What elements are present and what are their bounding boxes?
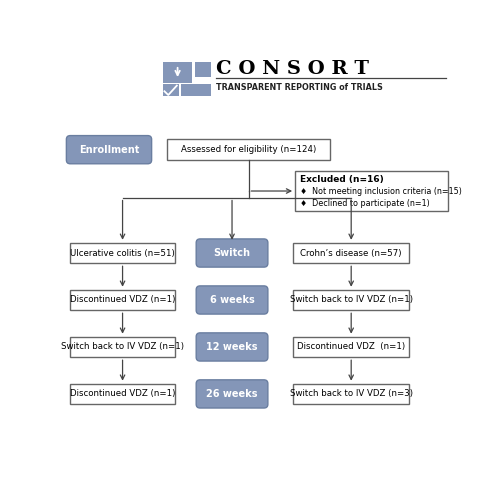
FancyBboxPatch shape — [70, 384, 175, 404]
Text: Discontinued VDZ  (n=1): Discontinued VDZ (n=1) — [297, 343, 405, 351]
Text: Discontinued VDZ (n=1): Discontinued VDZ (n=1) — [70, 389, 176, 398]
FancyBboxPatch shape — [293, 384, 410, 404]
Text: Switch back to IV VDZ (n=1): Switch back to IV VDZ (n=1) — [61, 343, 184, 351]
FancyBboxPatch shape — [196, 286, 268, 314]
Text: TRANSPARENT REPORTING of TRIALS: TRANSPARENT REPORTING of TRIALS — [216, 83, 382, 92]
FancyBboxPatch shape — [196, 380, 268, 408]
Text: Switch: Switch — [214, 248, 250, 258]
FancyBboxPatch shape — [196, 239, 268, 267]
Text: ♦  Declined to participate (n=1): ♦ Declined to participate (n=1) — [300, 199, 430, 208]
FancyBboxPatch shape — [182, 84, 210, 96]
FancyBboxPatch shape — [195, 62, 210, 77]
Text: C O N S O R T: C O N S O R T — [216, 61, 368, 79]
Text: Excluded (n=16): Excluded (n=16) — [300, 175, 384, 184]
Text: Enrollment: Enrollment — [79, 144, 139, 155]
FancyBboxPatch shape — [70, 290, 175, 310]
Text: 12 weeks: 12 weeks — [206, 342, 258, 352]
FancyBboxPatch shape — [167, 140, 330, 160]
Text: 6 weeks: 6 weeks — [210, 295, 254, 305]
FancyBboxPatch shape — [163, 62, 192, 83]
Text: ♦  Not meeting inclusion criteria (n=15): ♦ Not meeting inclusion criteria (n=15) — [300, 187, 462, 196]
FancyBboxPatch shape — [70, 337, 175, 357]
FancyBboxPatch shape — [196, 333, 268, 361]
Text: 26 weeks: 26 weeks — [206, 389, 258, 399]
Text: Assessed for eligibility (n=124): Assessed for eligibility (n=124) — [181, 145, 316, 154]
Text: Crohn’s disease (n=57): Crohn’s disease (n=57) — [300, 248, 402, 258]
FancyBboxPatch shape — [293, 290, 410, 310]
FancyBboxPatch shape — [293, 337, 410, 357]
Text: Ulcerative colitis (n=51): Ulcerative colitis (n=51) — [70, 248, 175, 258]
Text: Switch back to IV VDZ (n=1): Switch back to IV VDZ (n=1) — [290, 296, 412, 305]
FancyBboxPatch shape — [66, 136, 152, 164]
FancyBboxPatch shape — [70, 243, 175, 264]
Text: Discontinued VDZ (n=1): Discontinued VDZ (n=1) — [70, 296, 176, 305]
FancyBboxPatch shape — [163, 84, 179, 96]
FancyBboxPatch shape — [293, 243, 410, 264]
Text: Switch back to IV VDZ (n=3): Switch back to IV VDZ (n=3) — [290, 389, 412, 398]
FancyBboxPatch shape — [295, 171, 448, 211]
